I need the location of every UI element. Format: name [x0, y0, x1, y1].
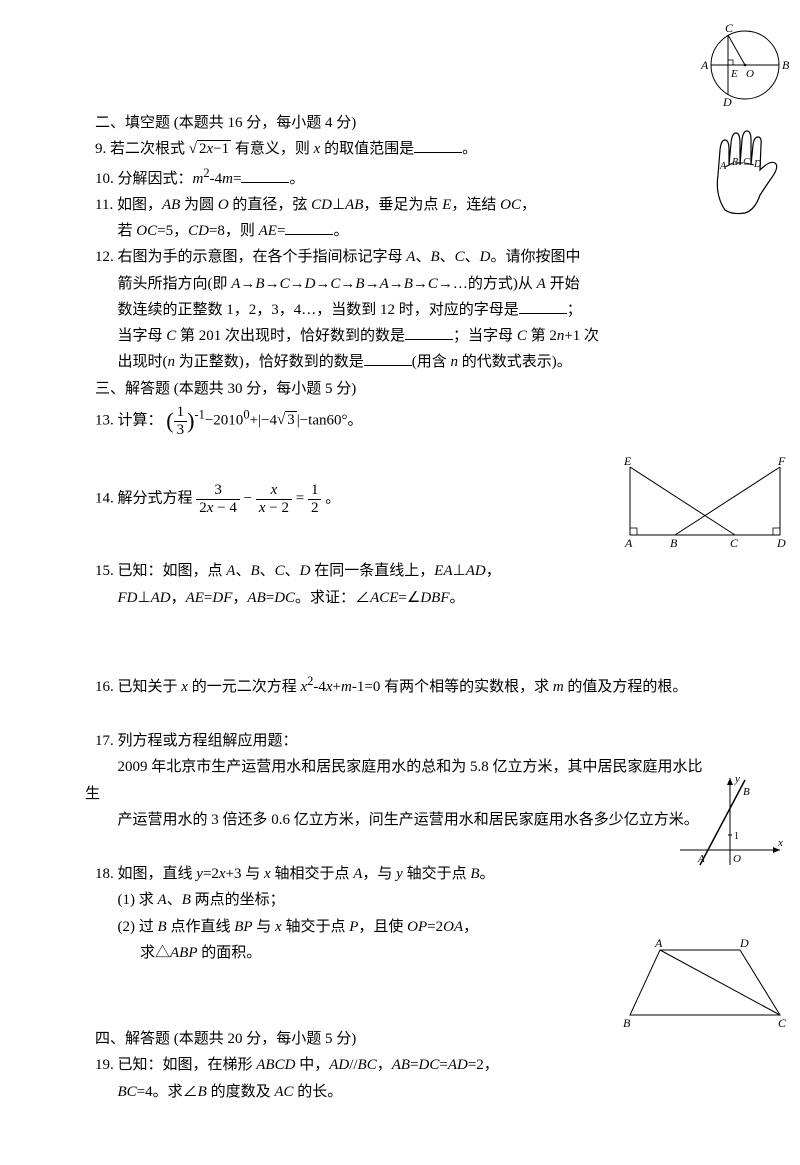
- q17-line1: 17. 列方程或方程组解应用题：: [95, 728, 730, 754]
- q12-line2: 箭头所指方向(即 A→B→C→D→C→B→A→B→C→…的方式)从 A 开始: [95, 271, 730, 297]
- svg-text:1: 1: [734, 831, 739, 842]
- q16: 16. 已知关于 x 的一元二次方程 x2-4x+m-1=0 有两个相等的实数根…: [95, 671, 730, 700]
- figure-hand-q12: A B C D: [690, 115, 790, 225]
- figure-triangle-q15: A B C D E F: [620, 455, 790, 550]
- svg-text:A: A: [624, 536, 633, 550]
- figure-trapezoid-q19: A D B C: [620, 935, 790, 1030]
- section-3-header: 三、解答题 (本题共 30 分，每小题 5 分): [95, 376, 730, 402]
- svg-text:O: O: [746, 68, 754, 80]
- q13: 13. 计算： (13)-1−20100+|−4√3|−tan60°。: [95, 402, 730, 441]
- svg-text:B: B: [670, 536, 678, 550]
- figure-circle-q11: A B C D E O: [690, 20, 790, 110]
- q11-line1: 11. 如图，AB 为圆 O 的直径，弦 CD⊥AB，垂足为点 E，连结 OC，: [95, 192, 730, 218]
- svg-text:D: D: [776, 536, 786, 550]
- svg-text:A: A: [700, 58, 709, 72]
- svg-text:F: F: [777, 455, 786, 468]
- svg-text:O: O: [733, 853, 741, 865]
- svg-text:D: D: [722, 95, 732, 109]
- svg-text:E: E: [730, 68, 738, 80]
- svg-text:D: D: [739, 936, 749, 950]
- q12-line3: 数连续的正整数 1，2，3，4…，当数到 12 时，对应的字母是；: [95, 297, 730, 323]
- q19-line2: BC=4。求∠B 的度数及 AC 的长。: [95, 1079, 730, 1105]
- svg-text:B: B: [743, 786, 750, 798]
- svg-text:C: C: [725, 21, 734, 35]
- q19-line1: 19. 已知：如图，在梯形 ABCD 中，AD//BC，AB=DC=AD=2，: [95, 1052, 730, 1078]
- svg-text:A: A: [697, 853, 705, 865]
- q17-line2: 2009 年北京市生产运营用水和居民家庭用水的总和为 5.8 亿立方米，其中居民…: [95, 754, 730, 780]
- q9: 9. 若二次根式 √2x−1 有意义，则 x 的取值范围是。: [95, 136, 730, 162]
- svg-text:E: E: [623, 455, 632, 468]
- svg-text:D: D: [753, 159, 762, 170]
- q11-line2: 若 OC=5，CD=8，则 AE=。: [95, 218, 730, 244]
- q15-line1: 15. 已知：如图，点 A、B、C、D 在同一条直线上，EA⊥AD，: [95, 558, 730, 584]
- q12-line5: 出现时(n 为正整数)，恰好数到的数是(用含 n 的代数式表示)。: [95, 349, 730, 375]
- q10: 10. 分解因式：m2-4m=。: [95, 163, 730, 192]
- svg-text:y: y: [734, 773, 740, 785]
- svg-text:x: x: [777, 837, 783, 849]
- q12-line4: 当字母 C 第 201 次出现时，恰好数到的数是；当字母 C 第 2n+1 次: [95, 323, 730, 349]
- svg-text:B: B: [623, 1016, 631, 1030]
- svg-text:C: C: [778, 1016, 787, 1030]
- q15-line2: FD⊥AD，AE=DF，AB=DC。求证：∠ACE=∠DBF。: [95, 585, 730, 611]
- q17-line3: 产运营用水的 3 倍还多 0.6 亿立方米，问生产运营用水和居民家庭用水各多少亿…: [95, 807, 730, 833]
- svg-text:A: A: [654, 936, 663, 950]
- q12-line1: 12. 右图为手的示意图，在各个手指间标记字母 A、B、C、D。请你按图中: [95, 244, 730, 270]
- q17-line3pre: 生: [85, 781, 730, 807]
- q18-line1: 18. 如图，直线 y=2x+3 与 x 轴相交于点 A，与 y 轴交于点 B。: [95, 861, 730, 887]
- svg-text:B: B: [782, 58, 790, 72]
- svg-text:C: C: [743, 157, 750, 168]
- figure-axes-q18: x y A B O 1: [670, 770, 790, 875]
- q18-p1: (1) 求 A、B 两点的坐标；: [95, 887, 730, 913]
- section-2-header: 二、填空题 (本题共 16 分，每小题 4 分): [95, 110, 730, 136]
- svg-text:C: C: [730, 536, 739, 550]
